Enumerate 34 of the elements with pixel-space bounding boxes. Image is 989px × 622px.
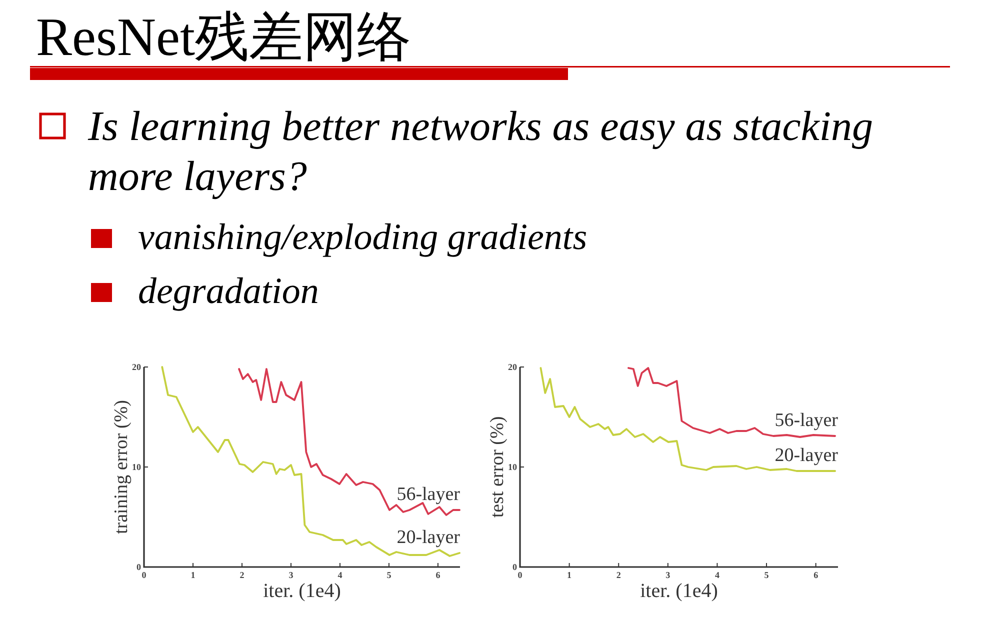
x-tick-label: 2 bbox=[616, 570, 622, 580]
text: degradation bbox=[138, 271, 319, 312]
x-tick-label: 6 bbox=[436, 570, 441, 580]
x-axis-title: iter. (1e4) bbox=[640, 580, 718, 602]
y-tick-label: 10 bbox=[132, 462, 142, 472]
text: vanishing/exploding gradients bbox=[138, 217, 588, 258]
x-tick-label: 4 bbox=[338, 570, 343, 580]
line-series bbox=[540, 367, 836, 472]
x-tick-label: 5 bbox=[764, 570, 770, 580]
series-label: 56-layer bbox=[774, 410, 839, 431]
y-tick-label: 0 bbox=[512, 562, 518, 572]
y-tick-label: 20 bbox=[508, 362, 518, 372]
y-axis-title: test error (%) bbox=[487, 416, 508, 518]
x-tick-label: 3 bbox=[666, 570, 671, 580]
x-tick-label: 1 bbox=[190, 570, 196, 580]
series-label: 20-layer bbox=[774, 445, 839, 466]
x-tick-label: 4 bbox=[714, 570, 720, 580]
y-tick-label: 20 bbox=[132, 362, 142, 372]
series-label: 56-layer bbox=[396, 484, 461, 505]
y-tick-label: 0 bbox=[136, 562, 142, 572]
line-series bbox=[628, 367, 836, 438]
text: ResNet残差网络 bbox=[36, 7, 411, 67]
x-axis-title: iter. (1e4) bbox=[263, 580, 341, 602]
series-label: 20-layer bbox=[396, 527, 461, 548]
line-series bbox=[238, 368, 460, 516]
y-axis-title: training error (%) bbox=[111, 400, 132, 534]
x-tick-label: 3 bbox=[288, 570, 294, 580]
x-tick-label: 1 bbox=[567, 570, 572, 580]
text: Is learning better networks as easy as stacking more layers? bbox=[87, 104, 874, 200]
x-tick-label: 6 bbox=[814, 570, 819, 580]
x-tick-label: 2 bbox=[240, 570, 245, 580]
y-tick-label: 10 bbox=[508, 462, 518, 472]
x-tick-label: 5 bbox=[386, 570, 392, 580]
line-series bbox=[161, 366, 460, 557]
